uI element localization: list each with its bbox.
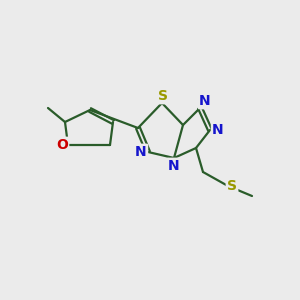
Text: S: S — [158, 89, 168, 103]
Text: S: S — [227, 179, 237, 193]
Text: O: O — [56, 138, 68, 152]
Text: N: N — [212, 123, 224, 137]
Text: N: N — [135, 145, 147, 159]
Text: N: N — [199, 94, 211, 108]
Text: N: N — [168, 159, 180, 173]
